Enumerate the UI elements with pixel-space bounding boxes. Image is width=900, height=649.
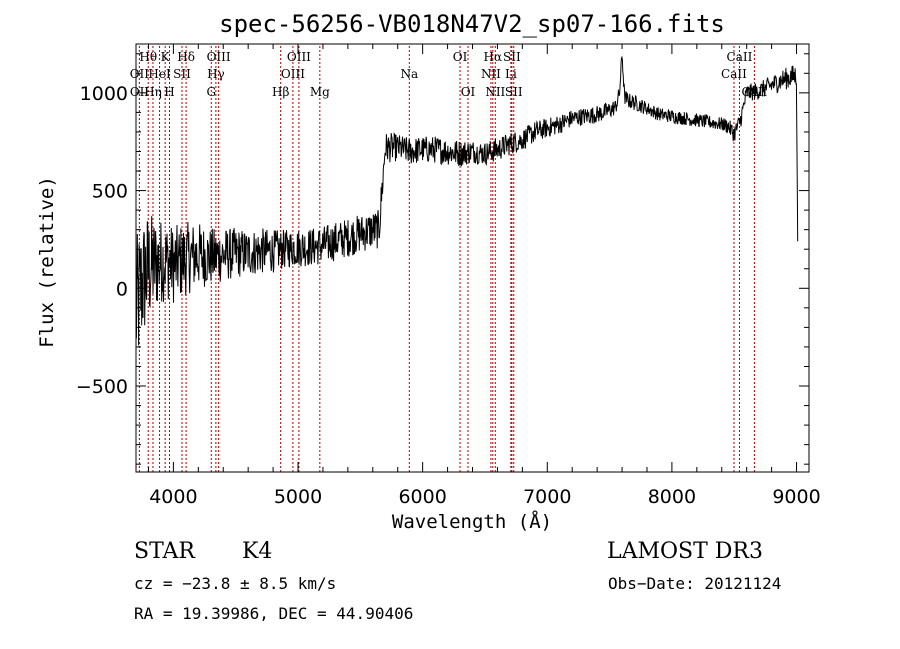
spectral-line-label: Na — [400, 67, 418, 81]
y-axis: −500 0 500 1000 — [76, 53, 809, 465]
spectral-line-label: OI — [453, 50, 468, 64]
flux-series-group — [135, 55, 799, 346]
spectral-line-label: Li — [505, 67, 517, 81]
x-tick-label: 9000 — [772, 486, 820, 508]
flux-line — [135, 55, 799, 346]
spectral-line-label: Hδ — [177, 50, 195, 64]
spectral-line-label: CaII — [721, 67, 747, 81]
x-tick-label: 5000 — [274, 486, 322, 508]
spectral-line-label: SII — [173, 67, 191, 81]
spectral-line-label: OII — [130, 67, 150, 81]
spectral-line-label: Hβ — [272, 85, 289, 99]
spectral-line-label: H — [164, 85, 174, 99]
y-tick-label: 0 — [116, 278, 128, 300]
y-axis-title: Flux (relative) — [36, 176, 58, 348]
x-axis: 4000 5000 6000 7000 8000 9000 — [147, 44, 821, 508]
chart-title: spec-56256-VB018N47V2_sp07-166.fits — [219, 10, 725, 38]
spectral-line-label: Hη — [144, 85, 162, 99]
y-tick-label: 500 — [92, 181, 128, 203]
x-tick-label: 6000 — [398, 486, 446, 508]
spectral-line-label: OIII — [281, 67, 305, 81]
spectral-line-label: K — [161, 50, 171, 64]
obs-date-text: Obs−Date: 20121124 — [608, 574, 782, 593]
y-tick-label: −500 — [76, 376, 128, 398]
spectral-line-label: Hγ — [207, 67, 225, 81]
spectral-line-label: G — [206, 85, 216, 99]
spectral-line-label: NII — [481, 67, 501, 81]
object-subclass: K4 — [242, 539, 273, 564]
spectral-line-label: OIII — [287, 50, 311, 64]
spectral-line-label: NII — [485, 85, 505, 99]
coordinates-text: RA = 19.39986, DEC = 44.90406 — [134, 604, 414, 623]
survey-name: LAMOST DR3 — [607, 539, 763, 564]
object-class: STAR — [134, 539, 195, 564]
spectral-line-label: OI — [461, 85, 476, 99]
spectral-line-label: Hθ — [139, 50, 157, 64]
plot-frame — [135, 43, 810, 473]
spectral-line-label: HeI — [148, 67, 171, 81]
x-tick-label: 8000 — [648, 486, 696, 508]
redshift-text: cz = −23.8 ± 8.5 km/s — [134, 574, 337, 593]
x-axis-title: Wavelength (Å) — [392, 510, 552, 533]
y-tick-label: 1000 — [80, 83, 128, 105]
spectral-line-label: OIII — [207, 50, 231, 64]
spectral-line-label: SII — [505, 85, 523, 99]
spectral-line-label: SII — [503, 50, 521, 64]
x-tick-label: 7000 — [523, 486, 571, 508]
x-tick-label: 4000 — [149, 486, 197, 508]
spectral-line-label: OII — [130, 85, 150, 99]
spectral-line-label: CaII — [727, 50, 753, 64]
spectral-line-label: Mg — [310, 85, 330, 99]
spectral-line-label: Hα — [484, 50, 503, 64]
spectral-line-label: CaII — [741, 85, 767, 99]
